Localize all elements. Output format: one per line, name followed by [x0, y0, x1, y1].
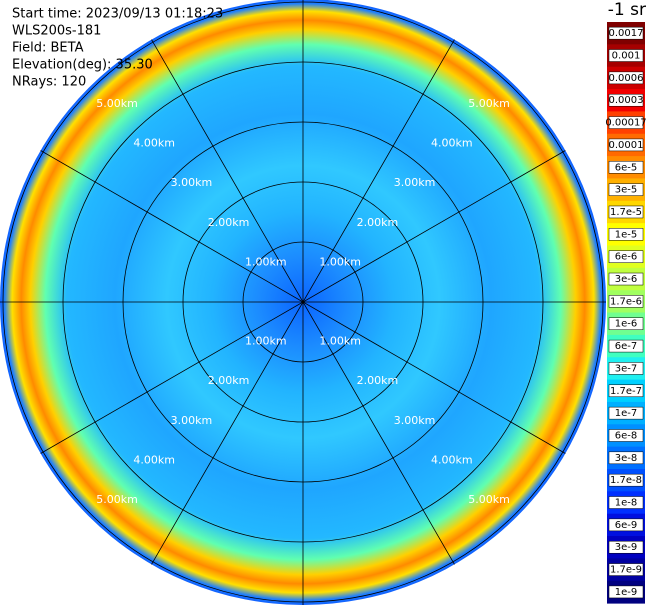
colorbar-label-box	[608, 406, 644, 420]
colorbar-label: 6e-9	[615, 520, 638, 531]
colorbar-label: 0.0006	[609, 73, 644, 84]
colorbar-label: 1.7e-5	[610, 207, 642, 218]
range-label: 5.00km	[96, 493, 138, 506]
colorbar-label-box	[608, 272, 644, 286]
header-line: Elevation(deg): 35.30	[12, 58, 153, 73]
range-label: 4.00km	[133, 453, 175, 466]
polar-grid	[0, 0, 606, 605]
colorbar-label-box	[608, 473, 644, 487]
colorbar-label-box	[608, 183, 644, 196]
colorbar-label: 1e-7	[615, 408, 638, 419]
colorbar-label: 1e-6	[615, 319, 638, 330]
colorbar-label-box	[608, 339, 644, 353]
range-label: 5.00km	[96, 97, 138, 110]
colorbar-label-box	[608, 71, 644, 85]
colorbar-label: 6e-6	[615, 252, 638, 263]
colorbar-label: 0.0017	[609, 28, 644, 39]
colorbar-label: 0.001	[612, 51, 641, 62]
colorbar-label: 3e-5	[615, 185, 638, 196]
colorbar-label: 1e-5	[615, 229, 638, 240]
colorbar-label: 3e-6	[615, 274, 638, 285]
colorbar-label-box	[608, 451, 644, 465]
colorbar-label-box	[608, 317, 644, 330]
colorbar-label: 1e-9	[615, 587, 638, 598]
colorbar-label-box	[608, 362, 644, 375]
colorbar-label: 1.7e-9	[610, 565, 642, 576]
range-label: 1.00km	[245, 335, 287, 348]
header-line: Start time: 2023/09/13 01:18:23	[12, 7, 223, 22]
colorbar-label-box	[608, 93, 644, 107]
range-label: 1.00km	[319, 335, 361, 348]
range-label: 4.00km	[133, 137, 175, 150]
colorbar-label-box	[608, 138, 644, 152]
colorbar-unit: -1 sr	[608, 0, 646, 20]
header-line: NRays: 120	[12, 75, 86, 90]
colorbar-label-box	[608, 540, 644, 554]
colorbar-label: 6e-8	[615, 430, 638, 441]
colorbar-label-box	[608, 563, 644, 576]
colorbar-label-box	[608, 228, 644, 241]
range-label: 2.00km	[208, 374, 250, 387]
range-label: 5.00km	[468, 493, 510, 506]
colorbar: 0.0017 0.001 0.0006 0.0003 0.00017 0.0001 6e-5…	[605, 22, 647, 604]
colorbar-label: 6e-7	[615, 341, 638, 352]
colorbar-label-box	[608, 161, 644, 174]
colorbar-label: 0.0003	[609, 95, 644, 106]
header-line: WLS200s-181	[12, 24, 101, 39]
range-labels: 1.00km 1.00km 1.00km 1.00km 2.00km 2.00km 2.00…	[96, 97, 510, 506]
range-label: 2.00km	[357, 374, 399, 387]
colorbar-label: 0.00017	[605, 118, 646, 129]
range-label: 2.00km	[208, 216, 250, 229]
colorbar-label: 1e-8	[615, 498, 638, 509]
range-label: 3.00km	[171, 414, 213, 427]
colorbar-label: 1.7e-8	[610, 475, 642, 486]
colorbar-label-box	[608, 116, 644, 129]
colorbar-label-box	[608, 26, 644, 40]
colorbar-label: 3e-9	[615, 542, 638, 553]
range-label: 1.00km	[245, 255, 287, 268]
colorbar-label-box	[608, 496, 644, 509]
colorbar-label: 1.7e-7	[610, 386, 642, 397]
colorbar-label-box	[608, 384, 644, 398]
colorbar-label: 3e-7	[615, 363, 638, 374]
colorbar-label-box	[608, 295, 644, 308]
range-label: 1.00km	[319, 255, 361, 268]
colorbar-label: 3e-8	[615, 453, 638, 464]
range-label: 5.00km	[468, 97, 510, 110]
range-label: 3.00km	[394, 176, 436, 189]
range-label: 2.00km	[357, 216, 399, 229]
colorbar-label-box	[608, 429, 644, 442]
header-line: Field: BETA	[12, 41, 84, 56]
colorbar-label: 0.0001	[609, 140, 644, 151]
range-label: 4.00km	[431, 453, 473, 466]
header: Start time: 2023/09/13 01:18:23 WLS200s-1…	[12, 7, 223, 90]
colorbar-label-box	[608, 250, 644, 263]
colorbar-label-box	[608, 518, 644, 532]
range-label: 3.00km	[394, 414, 436, 427]
range-label: 3.00km	[171, 176, 213, 189]
colorbar-label: 1.7e-6	[610, 296, 642, 307]
colorbar-label-box	[608, 585, 644, 599]
colorbar-label-box	[608, 205, 644, 219]
azimuth-spoke	[151, 39, 455, 565]
colorbar-label: 6e-5	[615, 162, 638, 173]
range-label: 4.00km	[431, 137, 473, 150]
colorbar-label-box	[608, 49, 644, 62]
